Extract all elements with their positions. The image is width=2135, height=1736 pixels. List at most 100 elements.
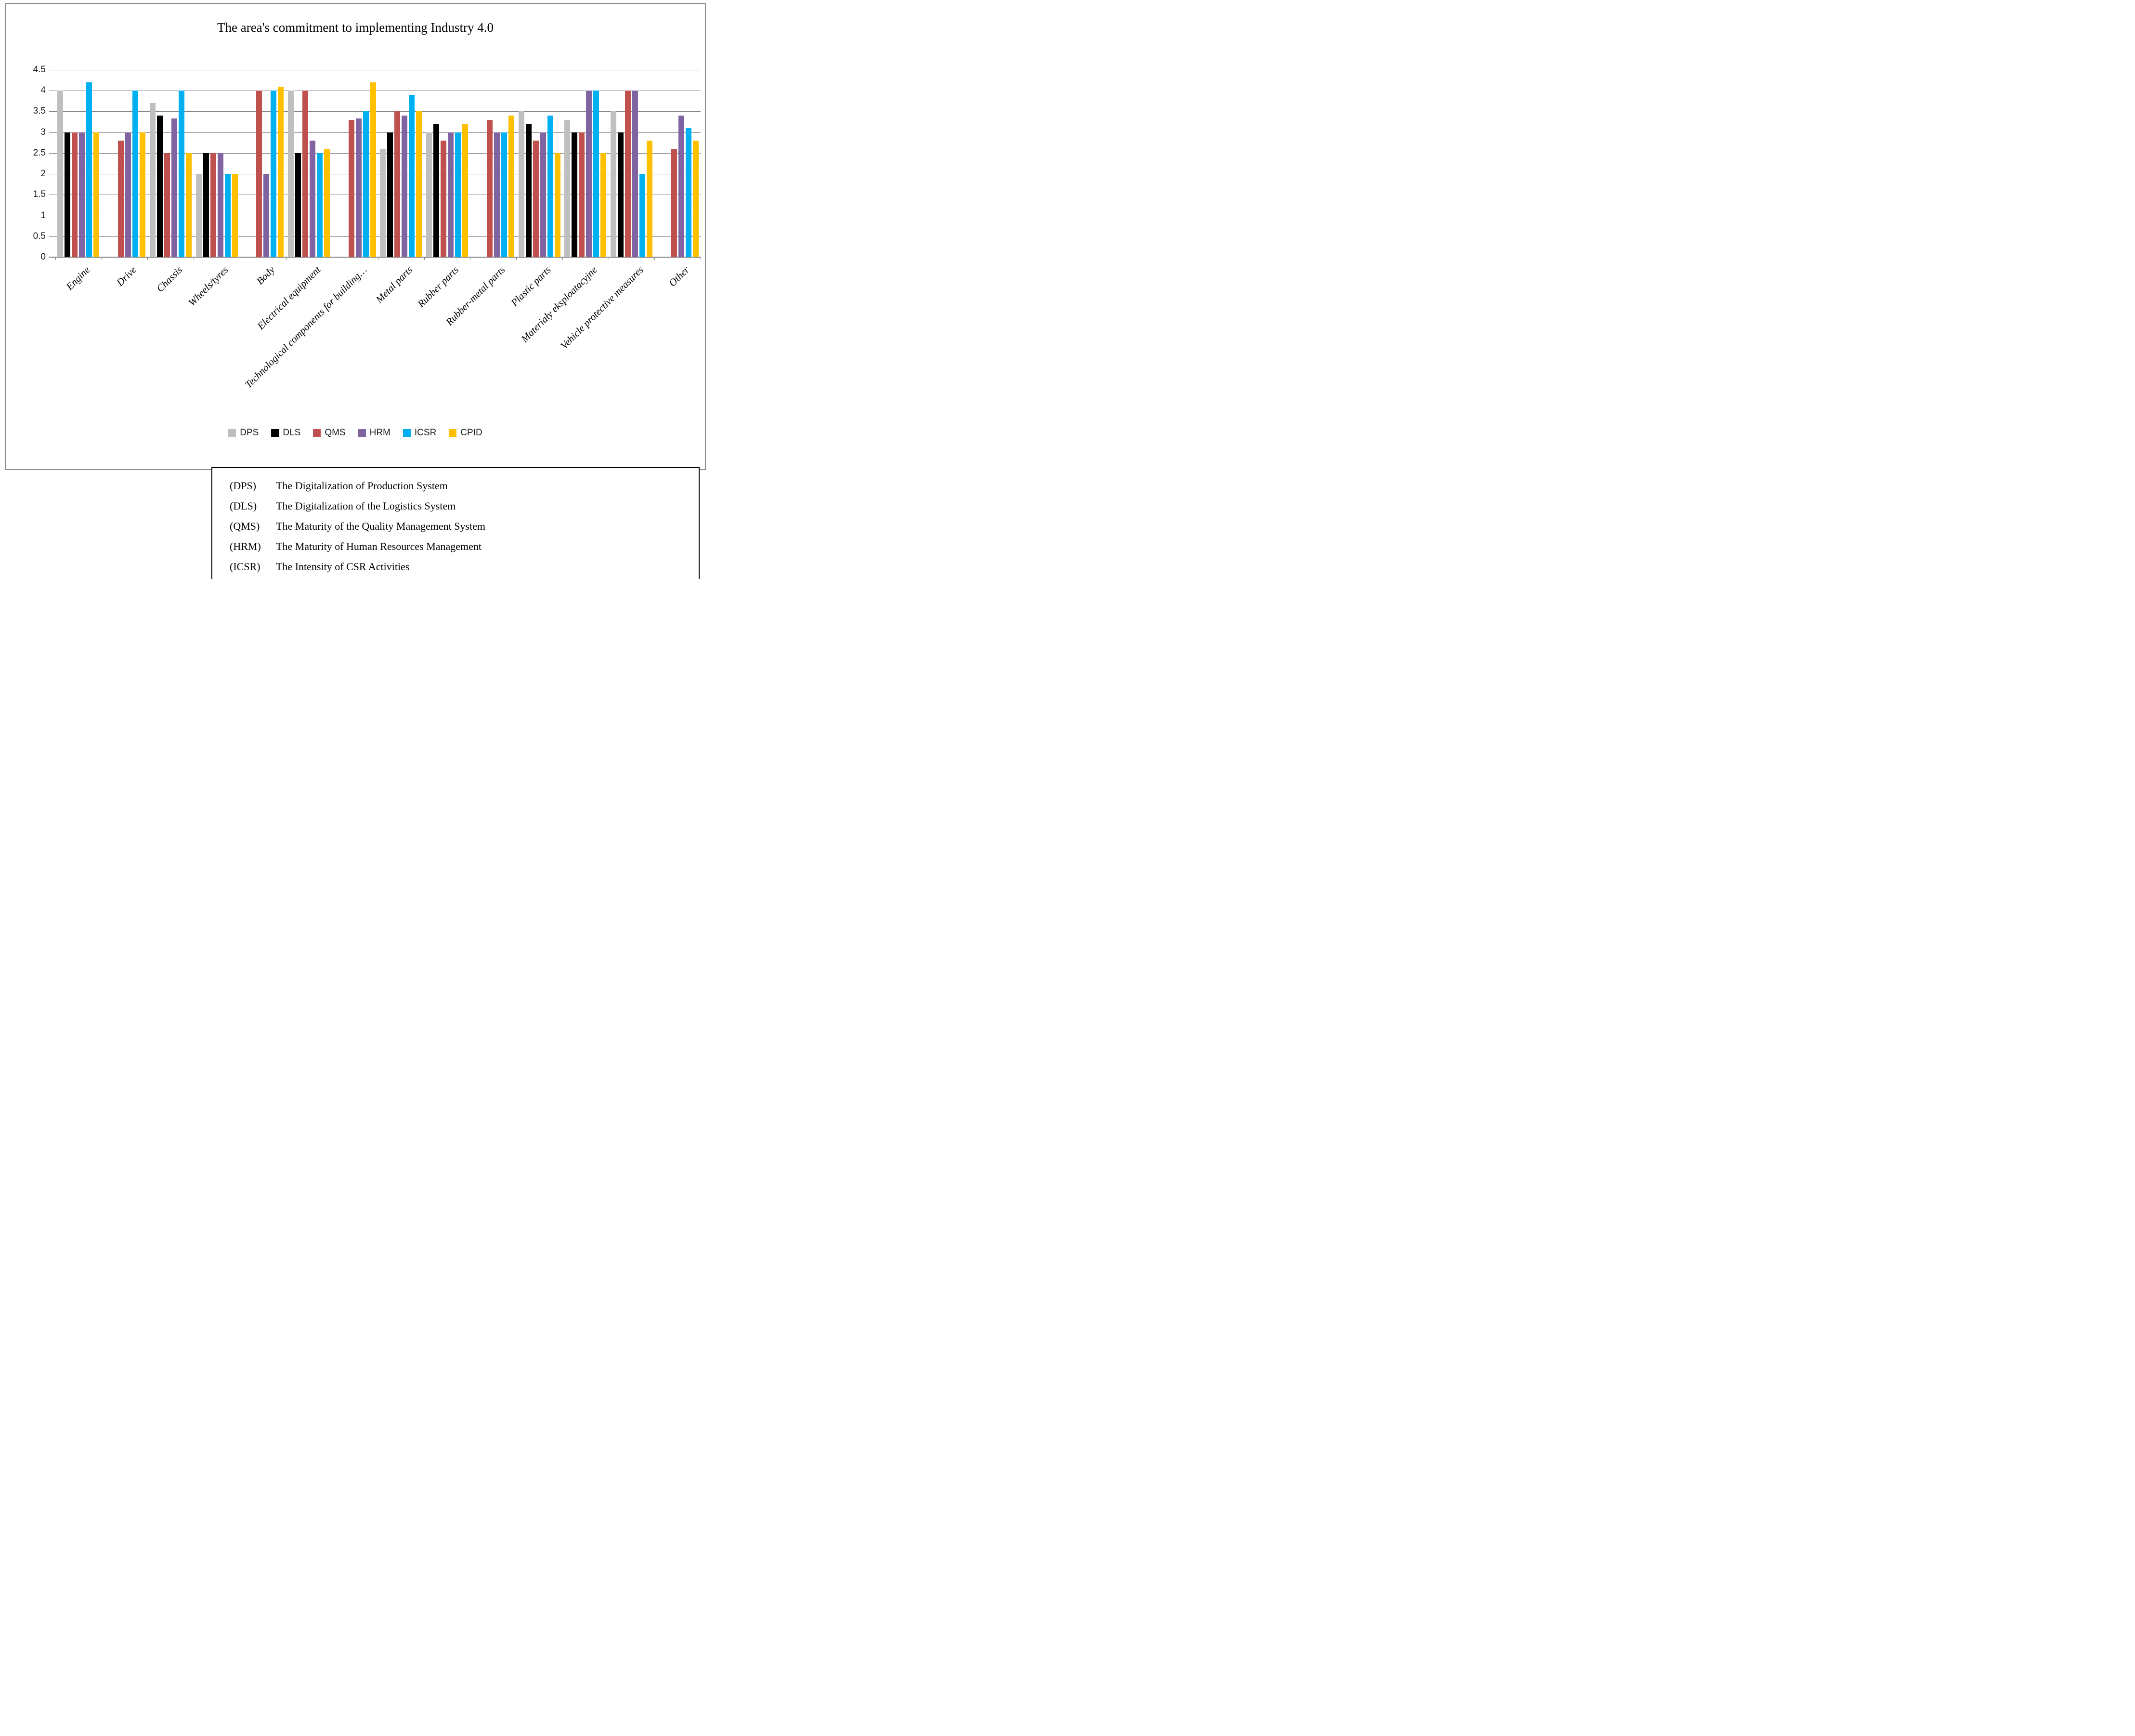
bar-dls <box>525 124 532 257</box>
bar-cpid <box>416 111 422 257</box>
bar-icsr <box>86 82 92 257</box>
bar-qms <box>210 153 216 257</box>
bar-hrm <box>448 132 454 257</box>
legend-swatch-cpid <box>449 429 457 437</box>
bar-hrm <box>309 141 315 257</box>
bar-group <box>378 70 424 257</box>
bar-cpid <box>646 141 652 257</box>
bar-icsr <box>639 174 645 257</box>
legend-label: DLS <box>283 428 301 438</box>
legend-swatch-hrm <box>358 429 366 437</box>
x-axis-category-label-text: Materiały eksploatacyjne <box>519 264 599 345</box>
legend-label: HRM <box>369 428 391 438</box>
bar-icsr <box>455 132 461 257</box>
bar-hrm <box>79 132 85 257</box>
x-axis-tick <box>424 257 425 260</box>
y-axis-tick-label: 2 <box>40 169 46 179</box>
bar-cpid <box>692 141 699 257</box>
y-axis-tick-label: 2.5 <box>33 147 46 158</box>
legend-swatch-dls <box>271 429 279 437</box>
definition-text: The Digitalization of Production System <box>276 480 448 492</box>
bar-icsr <box>547 116 553 257</box>
legend-item-dps: DPS <box>228 428 259 438</box>
bar-group <box>194 70 240 257</box>
bar-group <box>55 70 102 257</box>
bar-icsr <box>593 91 599 257</box>
bar-icsr <box>178 91 184 257</box>
definition-row: (HRM) The Maturity of Human Resources Man… <box>212 536 699 557</box>
bar-hrm <box>355 118 362 257</box>
bar-qms <box>579 132 585 257</box>
definition-abbr: (DLS) <box>230 500 257 512</box>
definition-abbr: (QMS) <box>230 520 260 532</box>
bar-cpid <box>324 149 330 257</box>
bar-hrm <box>586 91 592 257</box>
definition-row: (ICSR) The Intensity of CSR Activities <box>212 557 699 577</box>
x-axis-category-label-text: Chassis <box>154 264 185 295</box>
bar-qms <box>118 141 124 257</box>
bar-dps <box>564 120 571 257</box>
bar-qms <box>625 91 631 257</box>
x-axis-tick <box>516 257 517 260</box>
bar-qms <box>72 132 78 257</box>
legend-swatch-icsr <box>403 429 411 437</box>
bar-group <box>424 70 470 257</box>
legend-item-hrm: HRM <box>358 428 391 438</box>
bar-qms <box>256 91 262 257</box>
bar-group <box>147 70 194 257</box>
y-axis-tick-label: 1 <box>40 210 46 221</box>
bar-hrm <box>125 132 131 257</box>
bar-hrm <box>217 153 223 257</box>
x-axis-category-label-text: Metal parts <box>373 264 415 305</box>
bar-hrm <box>402 116 408 257</box>
legend-label: DPS <box>240 428 259 438</box>
bar-cpid <box>508 116 514 257</box>
bar-group <box>332 70 378 257</box>
bar-hrm <box>632 91 638 257</box>
x-axis-category-label-text: Plastic parts <box>508 264 553 309</box>
bar-dls <box>572 132 578 257</box>
definition-abbr: (DPS) <box>230 480 257 492</box>
bar-hrm <box>678 116 684 257</box>
x-axis-category-label-text: Body <box>254 264 277 287</box>
bar-icsr <box>316 153 323 257</box>
legend-item-qms: QMS <box>313 428 346 438</box>
bar-cpid <box>140 132 146 257</box>
bar-dls <box>387 132 393 257</box>
legend-swatch-dps <box>228 429 236 437</box>
y-axis-tick-label: 1.5 <box>33 189 46 200</box>
definition-text: The Digitalization of the Logistics Syst… <box>276 500 456 512</box>
bar-group <box>240 70 286 257</box>
definition-text: The Maturity of Human Resources Manageme… <box>276 540 482 552</box>
bar-dps <box>57 91 64 257</box>
x-axis-tick <box>654 257 655 260</box>
plot-area: 0 0.5 1 1.5 2 2.5 3 3.5 4 4.5 Engine Drive Chassis Wh… <box>33 65 701 391</box>
bar-hrm <box>540 132 546 257</box>
y-axis-tick-label: 3.5 <box>33 106 46 117</box>
chart-legend: DPS DLS QMS HRM ICSR CPID <box>6 428 705 438</box>
x-axis-category-label-text: Vehicle protective measures <box>558 264 646 352</box>
bar-cpid <box>600 153 607 257</box>
bar-group <box>562 70 609 257</box>
x-axis-tick <box>55 257 56 260</box>
bar-cpid <box>93 132 100 257</box>
y-axis-tick-label: 4.5 <box>33 65 46 75</box>
bar-qms <box>533 141 539 257</box>
x-axis-tick <box>147 257 148 260</box>
bar-group <box>470 70 516 257</box>
bar-dls <box>617 132 624 257</box>
x-axis-category-label-text: Other <box>666 264 692 289</box>
legend-label: ICSR <box>414 428 437 438</box>
bar-dps <box>380 149 386 257</box>
bar-hrm <box>263 174 270 257</box>
bar-cpid <box>278 87 284 257</box>
bar-cpid <box>462 124 469 257</box>
bar-qms <box>164 153 170 257</box>
definition-text: The Intensity of CSR Activities <box>276 561 410 573</box>
bar-icsr <box>363 111 369 257</box>
page: The area's commitment to implementing In… <box>0 0 712 579</box>
legend-item-cpid: CPID <box>449 428 482 438</box>
bar-icsr <box>501 132 507 257</box>
bar-dls <box>65 132 71 257</box>
legend-label: QMS <box>325 428 346 438</box>
